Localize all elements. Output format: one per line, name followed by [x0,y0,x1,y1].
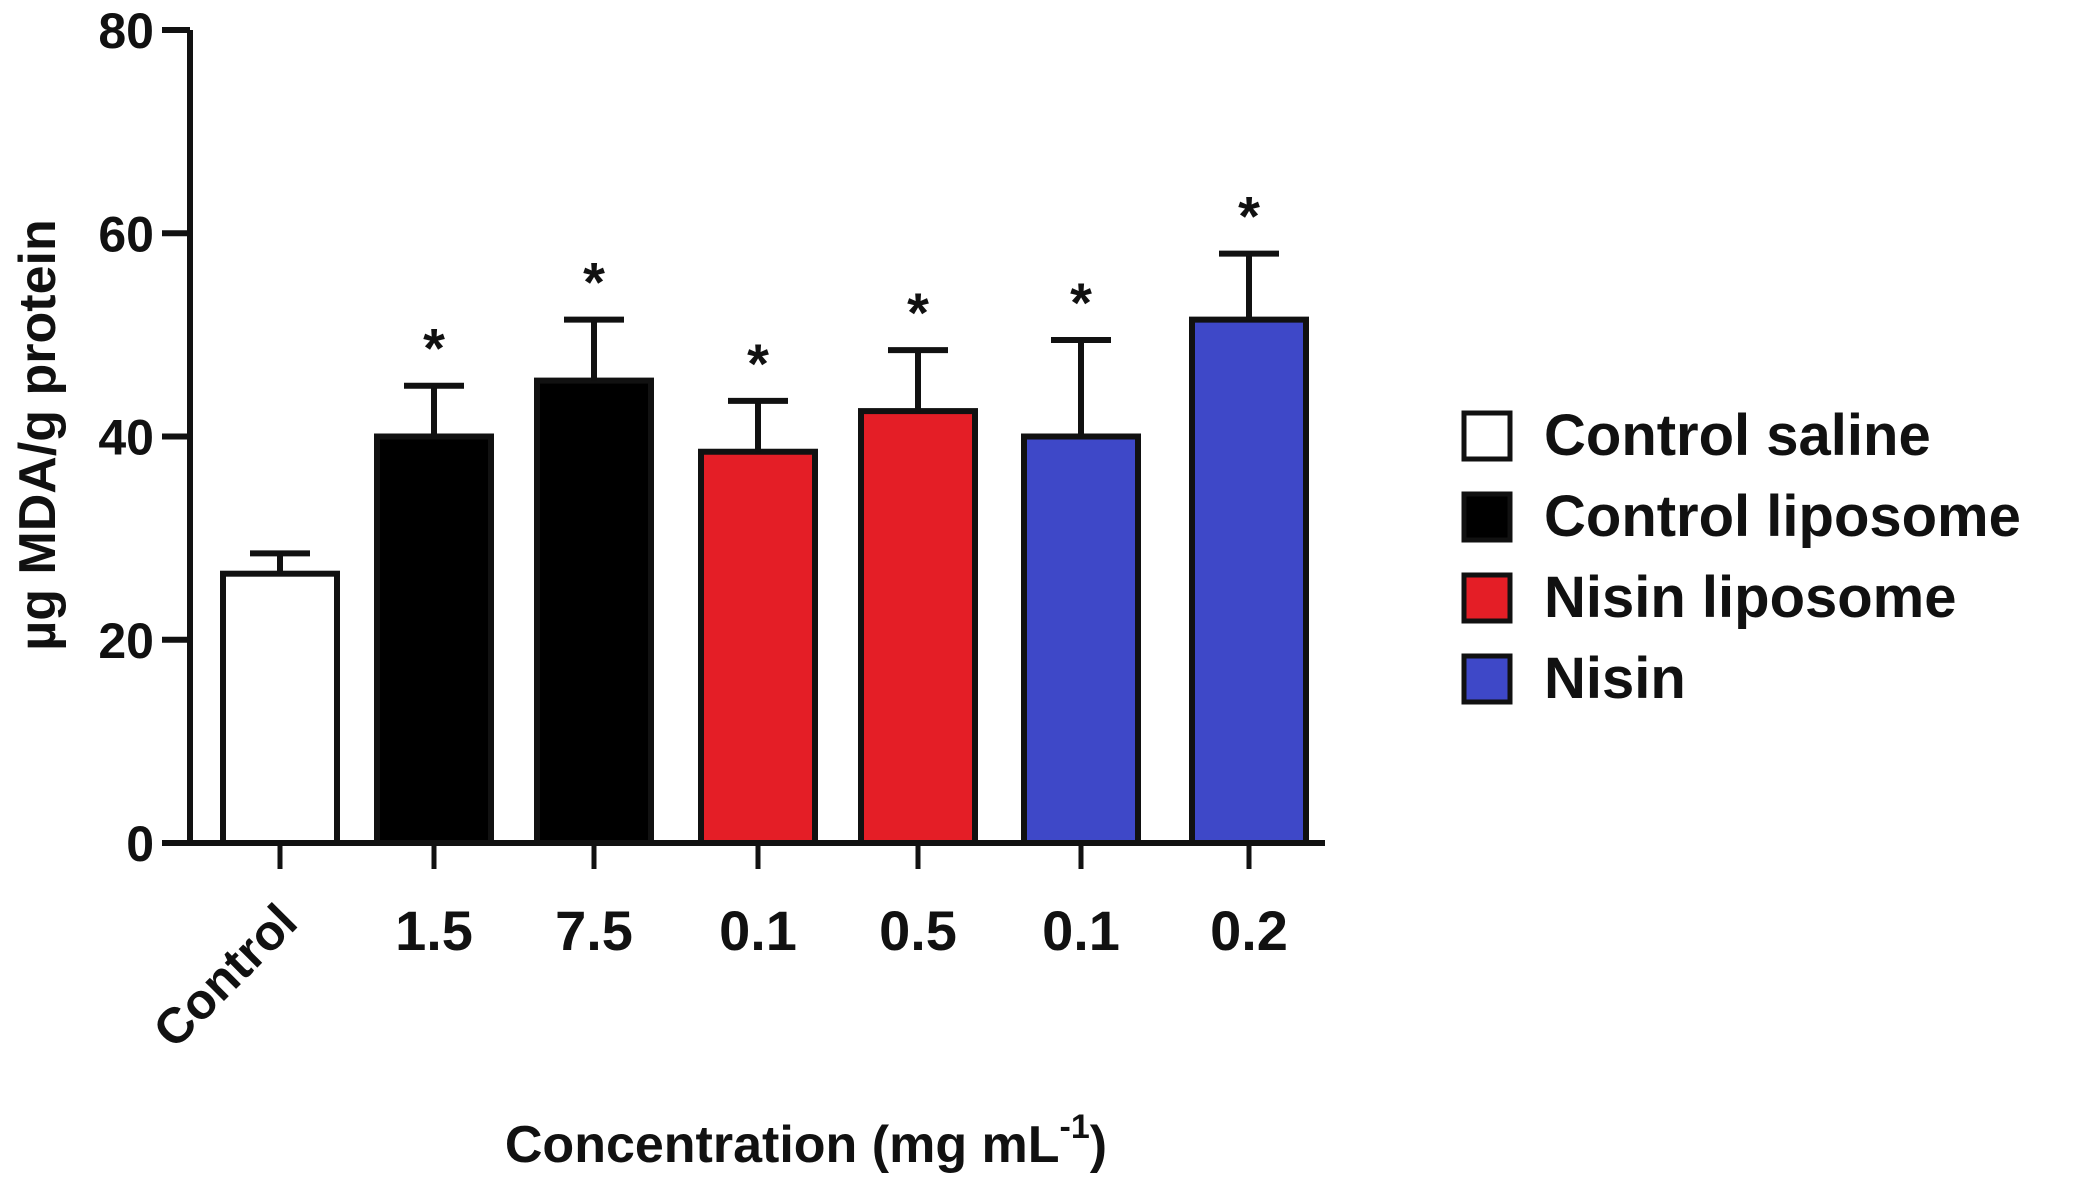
legend-label: Control saline [1544,403,1931,468]
bar [534,377,654,846]
significance-star: * [1070,271,1092,334]
bars [220,316,1309,847]
bar [698,448,818,846]
x-axis [187,840,1325,869]
significance-star: * [583,251,605,314]
x-tick-label: Control [143,893,308,1058]
legend-swatch [1461,491,1513,543]
legend-swatch [1461,572,1513,624]
y-tick-label: 0 [126,816,154,872]
legend: Control saline Control liposome Nisin lipo… [1461,403,2021,711]
bar [1189,316,1309,847]
y-tick-label: 60 [98,206,154,262]
y-axis-title: µg MDA/g protein [9,219,67,650]
significance-star: * [747,332,769,395]
y-axis: 0 20 40 60 80 [98,3,193,872]
legend-label: Nisin liposome [1544,565,1957,630]
x-axis-title: Concentration (mg mL-1) [505,1108,1107,1174]
bar [220,570,340,846]
x-tick-labels: Control 1.5 7.5 0.1 0.5 0.1 0.2 [143,893,1288,1058]
legend-label: Control liposome [1544,484,2021,549]
x-tick-label: 0.2 [1210,899,1288,962]
x-axis-title-main: Concentration (mg mL [505,1116,1060,1174]
x-axis-title-superscript: -1 [1060,1108,1090,1146]
bar [858,408,978,846]
x-tick-label: 1.5 [395,899,473,962]
y-tick-label: 80 [98,3,154,59]
y-tick-label: 20 [98,613,154,669]
x-axis-title-close: ) [1090,1116,1107,1174]
bar [1021,433,1141,846]
significance-markers: * * * * * * [423,185,1260,395]
x-tick-label: 0.5 [879,899,957,962]
legend-swatch [1461,653,1513,705]
x-tick-label: 0.1 [719,899,797,962]
significance-star: * [907,281,929,344]
bar [374,433,494,846]
y-tick-label: 40 [98,410,154,466]
significance-star: * [1238,185,1260,248]
x-tick-label: 0.1 [1042,899,1120,962]
legend-label: Nisin [1544,646,1686,711]
legend-swatch [1461,410,1513,462]
error-bars [250,250,1279,574]
significance-star: * [423,317,445,380]
x-tick-label: 7.5 [555,899,633,962]
